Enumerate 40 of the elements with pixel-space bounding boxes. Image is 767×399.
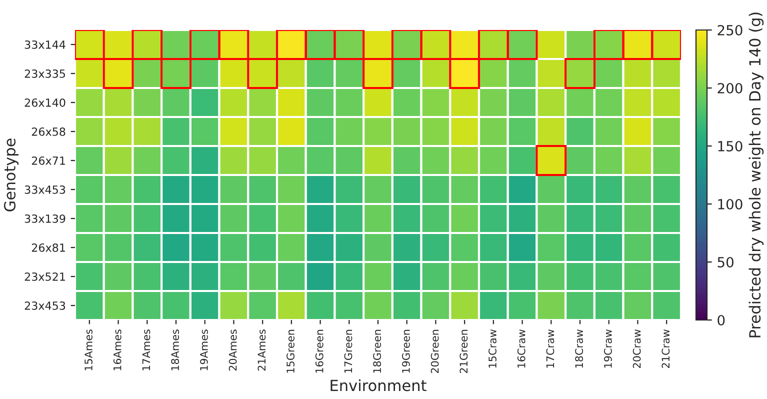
x-tick-label: 20Ames [228,330,237,371]
y-tick-label: 26x140 [24,98,66,107]
y-tick-label: 26x71 [32,156,65,165]
y-tick-label: 23x335 [24,69,65,78]
x-tick-label: 15Craw [488,329,496,368]
color-bar-label: 100 [718,198,742,210]
y-tick-label: 33x139 [24,214,66,223]
x-tick-label: 18Green [373,330,382,373]
x-tick-label: 15Ames [84,330,92,370]
x-tick-label: 16Ames [113,330,122,370]
y-tick-label: 23x453 [24,301,66,310]
x-tick-label: 18Ames [171,330,180,370]
x-tick-label: 20Craw [632,329,641,368]
y-tick-label: 23x521 [24,272,65,281]
x-tick-label: 16Craw [517,329,526,368]
x-tick-label: 17Green [344,330,352,373]
x-tick-label: 16Green [315,330,324,373]
x-tick-label: 21Green [460,330,468,374]
y-axis-title: Genotype [4,138,18,212]
x-tick-label: 20Green [430,330,439,374]
color-bar-label: 0 [718,314,725,326]
x-tick-label: 17Craw [546,329,554,368]
x-axis-title: Environment [330,379,426,392]
x-tick-label: 18Craw [575,329,584,368]
x-tick-label: 19Craw [604,329,612,368]
x-tick-label: 19Ames [200,330,208,370]
x-tick-label: 19Green [402,330,410,373]
x-tick-label: 15Green [286,330,294,373]
x-tick-label: 21Craw [662,329,670,368]
color-bar-label: 250 [718,24,742,36]
color-bar-title: Predicted dry whole weight on Day 140 (g) [748,12,764,338]
y-tick-label: 26x58 [32,127,66,136]
x-tick-label: 17Ames [142,330,150,370]
y-tick-label: 26x81 [32,243,65,252]
y-tick-label: 33x144 [24,40,66,49]
color-bar-label: 50 [718,256,734,268]
y-tick-label: 33x453 [24,185,66,194]
color-bar-label: 150 [718,140,742,152]
x-tick-label: 21Ames [258,330,266,371]
color-bar-label: 200 [718,82,742,94]
